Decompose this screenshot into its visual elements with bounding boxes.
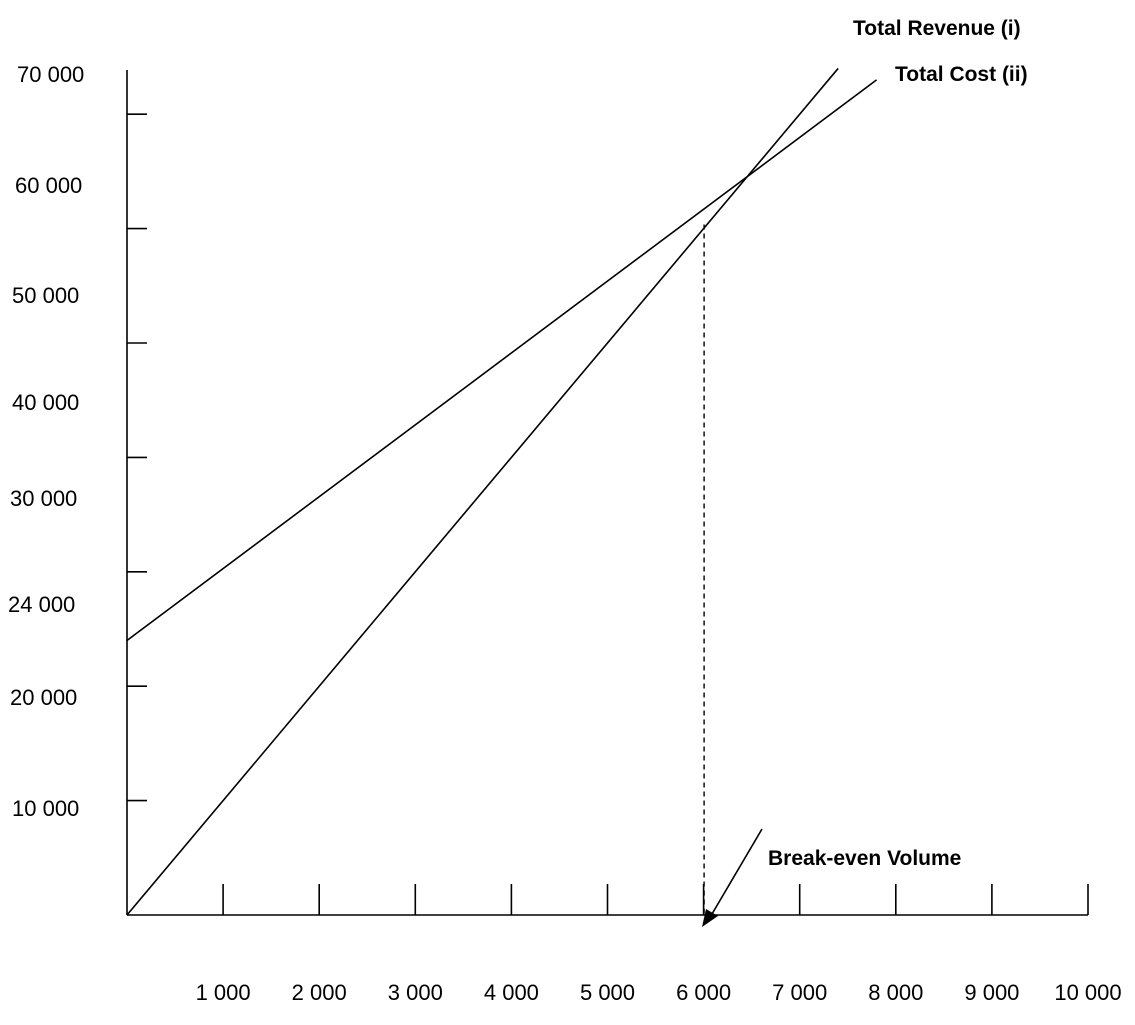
axes: [126, 70, 1088, 916]
total-revenue-label: Total Revenue (i): [853, 17, 1021, 40]
y-tick-label: 40 000: [12, 390, 79, 415]
y-ticks: 10 000 20 000 24 000 30 000 40 000 50 000 60 0…: [8, 62, 147, 821]
series-lines: Total Revenue (i) Total Cost (ii): [126, 17, 1028, 916]
x-tick-label: 1 000: [196, 980, 251, 1005]
x-ticks: 1 000 2 000 3 000 4 000 5 000 6 000 7 000 8 000…: [196, 884, 1122, 1005]
x-tick-label: 8 000: [868, 980, 923, 1005]
break-even-arrowhead: [702, 909, 718, 927]
total-revenue-line: [126, 67, 839, 916]
y-tick-label: 24 000: [8, 592, 75, 617]
y-tick-label: 70 000: [17, 62, 84, 87]
total-cost-label: Total Cost (ii): [895, 63, 1028, 86]
x-tick-label: 5 000: [580, 980, 635, 1005]
x-tick-label: 2 000: [292, 980, 347, 1005]
total-cost-line: [126, 79, 878, 642]
y-tick-label: 20 000: [10, 685, 77, 710]
x-tick-label: 3 000: [388, 980, 443, 1005]
y-tick-label: 60 000: [15, 173, 82, 198]
x-tick-label: 6 000: [676, 980, 731, 1005]
x-tick-label: 10 000: [1054, 980, 1121, 1005]
y-tick-label: 50 000: [12, 283, 79, 308]
y-tick-label: 10 000: [12, 796, 79, 821]
y-tick-label: 30 000: [10, 486, 77, 511]
break-even-annotation: Break-even Volume: [702, 224, 961, 927]
x-tick-label: 9 000: [964, 980, 1019, 1005]
break-even-arrow: [711, 828, 763, 915]
break-even-label: Break-even Volume: [768, 847, 961, 870]
x-tick-label: 4 000: [484, 980, 539, 1005]
x-tick-label: 7 000: [772, 980, 827, 1005]
